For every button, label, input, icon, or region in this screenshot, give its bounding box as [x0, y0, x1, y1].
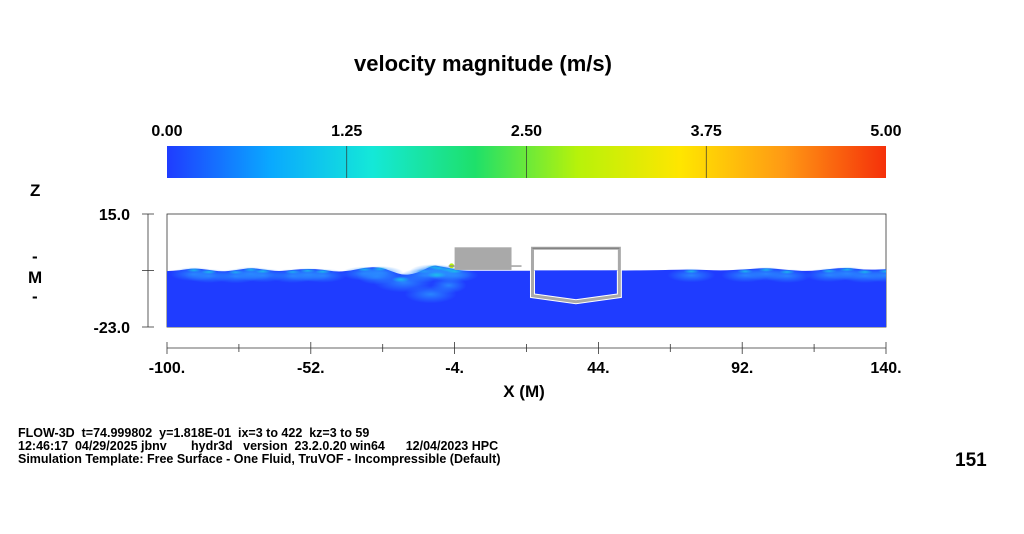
- colorbar-tick-label: 1.25: [331, 123, 362, 140]
- y-axis: 15.0 -23.0: [94, 207, 154, 337]
- crest-high-velocity: [254, 269, 271, 274]
- wave-crest-zone: [763, 268, 812, 283]
- info-line-2: 12:46:17 04/29/2025 jbnv hydr3d version …: [18, 439, 499, 453]
- x-tick-label: -4.: [445, 360, 464, 377]
- crest-high-velocity: [446, 269, 463, 274]
- chart-title: velocity magnitude (m/s): [354, 51, 612, 76]
- colorbar-tick-label: 3.75: [691, 123, 722, 140]
- x-tick-label: -52.: [297, 360, 325, 377]
- y-tick-label: 15.0: [99, 207, 130, 224]
- y-axis-label-dash-top: -: [32, 247, 38, 266]
- crest-high-velocity: [314, 269, 331, 274]
- crest-high-velocity: [683, 269, 700, 274]
- x-axis: -100. -52. -4. 44. 92. 140.: [149, 342, 902, 377]
- simulation-info: FLOW-3D t=74.999802 y=1.818E-01 ix=3 to …: [18, 427, 500, 466]
- y-axis-label-m: M: [28, 268, 42, 287]
- crest-high-velocity: [758, 267, 775, 273]
- rectangular-pontoon: [454, 247, 512, 270]
- x-tick-label: 44.: [587, 360, 609, 377]
- x-tick-label: 92.: [731, 360, 753, 377]
- colorbar-tick-label: 5.00: [870, 123, 901, 140]
- y-axis-label-z: Z: [30, 181, 40, 200]
- wave-crest-zone: [298, 268, 347, 283]
- info-line-1: FLOW-3D t=74.999802 y=1.818E-01 ix=3 to …: [18, 426, 370, 440]
- y-axis-label-dash-bottom: -: [32, 287, 38, 306]
- colorbar-ticks: 0.00 1.25 2.50 3.75 5.00: [151, 123, 902, 178]
- colorbar: 0.00 1.25 2.50 3.75 5.00: [151, 123, 902, 178]
- wake-high-velocity: [391, 276, 410, 283]
- x-tick-label: -100.: [149, 360, 185, 377]
- structures: [448, 245, 622, 305]
- colorbar-tick-label: 2.50: [511, 123, 542, 140]
- x-tick-label: 140.: [870, 360, 901, 377]
- crest-high-velocity: [779, 269, 796, 275]
- fluid-region: [167, 265, 886, 327]
- velocity-features: [169, 263, 886, 304]
- frame-number: 151: [955, 450, 987, 471]
- wake-turbulence: [430, 277, 467, 294]
- wake-high-velocity: [426, 271, 447, 278]
- colorbar-tick-label: 0.00: [151, 123, 182, 140]
- crest-high-velocity: [200, 269, 217, 275]
- wake-turbulence: [356, 268, 397, 285]
- flow-domain: [166, 213, 887, 328]
- x-axis-label: X (M): [503, 382, 545, 401]
- crest-high-velocity: [878, 269, 886, 274]
- y-tick-label: -23.0: [94, 320, 131, 337]
- info-line-3: Simulation Template: Free Surface - One …: [18, 452, 501, 466]
- wave-crest-zone: [667, 268, 716, 283]
